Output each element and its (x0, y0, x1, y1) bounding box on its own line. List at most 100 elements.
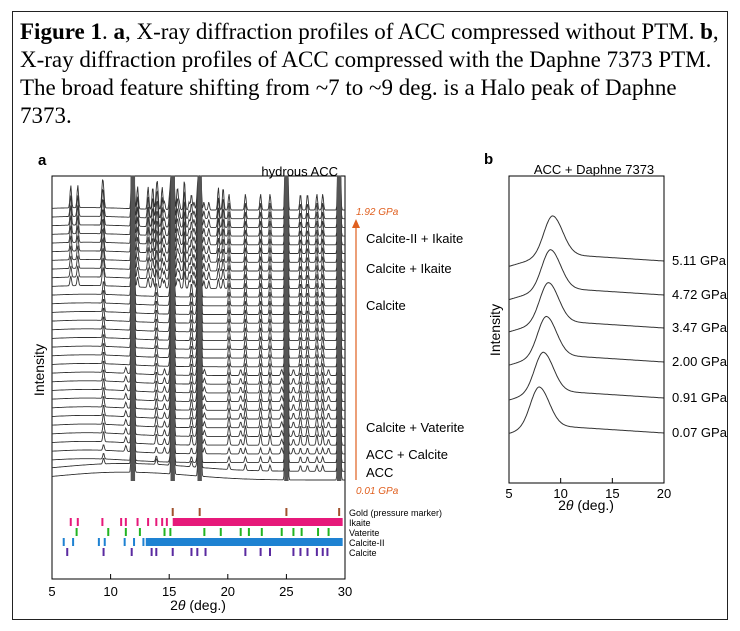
reference-marker-tick (292, 548, 295, 556)
figure-caption: Figure 1. a, X-ray diffraction profiles … (20, 18, 720, 130)
panel-b-xlabel-theta: θ (566, 497, 574, 513)
panel-b-xlabel-unit: (deg.) (577, 497, 614, 513)
reference-marker-tick (321, 548, 324, 556)
reference-marker-tick (66, 548, 69, 556)
reference-marker-tick (120, 518, 123, 526)
reference-marker-tick (133, 538, 136, 546)
panel-a: a hydrous ACC Intensity 5 10 15 20 25 30 2θ (… (31, 152, 464, 613)
reference-marker-tick (69, 518, 72, 526)
panel-a-xtick-label: 5 (48, 584, 55, 599)
reference-marker-tick (285, 508, 288, 516)
strong-peak (130, 176, 136, 481)
panel-a-xtick-label: 30 (338, 584, 352, 599)
panel-b-xtick-label: 5 (505, 486, 512, 501)
reference-marker-tick (327, 528, 330, 536)
reference-marker-tick (123, 538, 126, 546)
panel-a-xtick-label: 10 (103, 584, 117, 599)
panel-b-x-axis: 5 10 15 20 (505, 478, 671, 501)
reference-marker-label: Ikaite (349, 518, 371, 528)
phase-annotations: Calcite-II + Ikaite Calcite + Ikaite Calci… (366, 231, 464, 480)
panel-a-xlabel: 2θ (deg.) (170, 597, 226, 613)
reference-marker-label: Calcite-II (349, 538, 385, 548)
panel-b-pressure-label: 3.47 GPa (672, 320, 728, 335)
pressure-low-label: 0.01 GPa (356, 486, 399, 497)
reference-marker-tick (196, 548, 199, 556)
reference-marker-tick (299, 548, 302, 556)
reference-marker-tick (107, 528, 110, 536)
reference-marker-tick (75, 528, 78, 536)
caption-a-text: , X-ray diffraction profiles of ACC comp… (124, 19, 701, 44)
reference-marker-tick (338, 508, 341, 516)
panel-a-title: hydrous ACC (261, 164, 338, 179)
reference-marker-tick (260, 528, 263, 536)
reference-marker-label: Gold (pressure marker) (349, 508, 442, 518)
panel-b-pressure-label: 5.11 GPa (672, 253, 727, 268)
reference-marker-tick (147, 518, 150, 526)
strong-peak (336, 176, 342, 481)
caption-figure-label: Figure 1 (20, 19, 102, 44)
panel-b: b ACC + Daphne 7373 Intensity 5 10 15 20 2θ… (484, 151, 728, 513)
reference-marker-tick (163, 528, 166, 536)
panel-b-curve (508, 282, 664, 333)
panel-a-xtick-label: 25 (279, 584, 293, 599)
strong-peak (284, 176, 289, 481)
caption-b-text: , X-ray diffraction profiles of ACC comp… (20, 19, 719, 128)
reference-marker-tick (219, 528, 222, 536)
calcite-ii-dense-band (145, 538, 343, 546)
caption-sep: . (101, 19, 114, 44)
panel-a-label: a (38, 152, 47, 169)
panel-a-x-axis: 5 10 15 20 25 30 (48, 574, 352, 599)
phase-annotation: Calcite + Vaterite (366, 420, 464, 435)
reference-marker-tick (101, 518, 104, 526)
panel-b-xtick-label: 15 (605, 486, 619, 501)
panel-b-curve (508, 215, 664, 267)
pressure-high-label: 1.92 GPa (356, 207, 399, 218)
reference-marker-tick (326, 548, 329, 556)
panel-b-plot-frame (508, 175, 665, 484)
panel-b-ylabel: Intensity (487, 304, 503, 356)
phase-annotation: ACC (366, 465, 393, 480)
reference-marker-tick (247, 528, 250, 536)
panel-a-ylabel: Intensity (31, 344, 47, 396)
strong-peak (197, 176, 202, 481)
strong-peak (170, 176, 175, 481)
panel-b-xtick-label: 10 (553, 486, 567, 501)
panel-b-pressure-label: 0.07 GPa (672, 425, 728, 440)
reference-marker-tick (300, 528, 303, 536)
reference-marker-tick (280, 528, 283, 536)
panel-b-curve (508, 386, 664, 434)
reference-marker-tick (292, 528, 295, 536)
reference-marker-tick (97, 538, 100, 546)
reference-marker-tick (138, 528, 141, 536)
panel-b-label: b (484, 151, 493, 168)
reference-marker-label: Calcite (349, 548, 377, 558)
reference-marker-tick (62, 538, 65, 546)
reference-marker-tick (169, 528, 172, 536)
panel-b-xtick-label: 20 (657, 486, 671, 501)
phase-annotation: ACC + Calcite (366, 447, 448, 462)
panel-b-pressure-label: 4.72 GPa (672, 287, 728, 302)
reference-marker-tick (171, 548, 174, 556)
panel-b-curve (508, 315, 664, 366)
panel-a-xtick-label: 20 (221, 584, 235, 599)
caption-b-label: b (700, 19, 713, 44)
reference-marker-tick (244, 548, 247, 556)
panel-a-xlabel-theta: θ (178, 597, 186, 613)
reference-marker-tick (259, 548, 262, 556)
reference-marker-tick (72, 538, 75, 546)
pressure-arrow-head (352, 219, 360, 228)
reference-marker-tick (161, 518, 164, 526)
panel-b-curve (508, 351, 664, 401)
reference-marker-tick (317, 528, 320, 536)
reference-marker-tick (190, 548, 193, 556)
reference-marker-tick (150, 548, 153, 556)
panel-b-curve (508, 249, 664, 301)
reference-marker-tick (268, 548, 271, 556)
reference-marker-tick (198, 508, 201, 516)
reference-markers: Gold (pressure marker)IkaiteVateriteCalc… (62, 508, 442, 558)
caption-a-label: a (113, 19, 125, 44)
reference-marker-tick (142, 538, 145, 546)
panel-a-profiles (52, 175, 345, 481)
reference-marker-tick (124, 518, 127, 526)
